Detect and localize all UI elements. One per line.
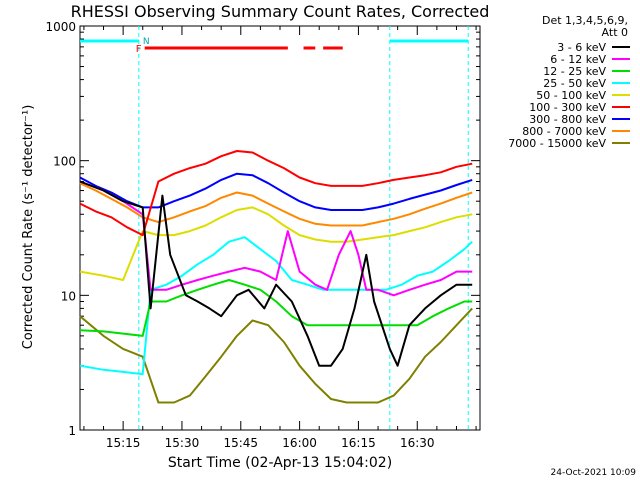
legend-entry-label: 300 - 800 keV bbox=[529, 113, 606, 126]
series-line-0 bbox=[79, 180, 473, 367]
night-label: N bbox=[143, 37, 150, 47]
series-line-1 bbox=[79, 180, 473, 297]
legend-header: Det 1,3,4,5,6,9, bbox=[542, 14, 628, 27]
legend-entry-label: 800 - 7000 keV bbox=[522, 125, 606, 138]
series-line-7 bbox=[79, 182, 473, 227]
x-tick-label: 16:15 bbox=[341, 436, 376, 450]
x-tick-label: 15:45 bbox=[223, 436, 258, 450]
series-line-2 bbox=[79, 279, 473, 337]
state-bars: FN bbox=[80, 26, 469, 430]
series-line-6 bbox=[79, 172, 473, 211]
x-tick-label: 15:15 bbox=[106, 436, 141, 450]
legend-entry-label: 3 - 6 keV bbox=[557, 41, 606, 54]
chart-title: RHESSI Observing Summary Count Rates, Co… bbox=[71, 2, 490, 21]
legend-header: Att 0 bbox=[602, 26, 628, 39]
x-axis-label: Start Time (02-Apr-13 15:04:02) bbox=[168, 455, 392, 471]
legend-entry-label: 100 - 300 keV bbox=[529, 101, 606, 114]
axis-ticks: 1 10 100 1000 15:15 15:30 15:45 16:00 16:15 16:30 bbox=[45, 20, 480, 450]
y-tick-label: 10 bbox=[61, 289, 76, 303]
y-tick-label: 1 bbox=[68, 424, 76, 438]
flare-label: F bbox=[136, 44, 142, 55]
legend-entry-label: 6 - 12 keV bbox=[550, 53, 606, 66]
series-lines bbox=[79, 150, 473, 404]
x-tick-label: 16:30 bbox=[400, 436, 435, 450]
series-line-8 bbox=[79, 307, 473, 404]
x-tick-label: 16:00 bbox=[282, 436, 317, 450]
legend-entry-label: 7000 - 15000 keV bbox=[508, 137, 606, 150]
footer-date: 24-Oct-2021 10:09 bbox=[551, 468, 637, 478]
y-axis-label: Corrected Count Rate (s⁻¹ detector⁻¹) bbox=[21, 105, 36, 350]
legend-entry-label: 25 - 50 keV bbox=[543, 77, 606, 90]
legend-entry-label: 12 - 25 keV bbox=[543, 65, 606, 78]
y-tick-label: 1000 bbox=[45, 20, 76, 34]
series-line-5 bbox=[79, 150, 473, 237]
y-tick-label: 100 bbox=[53, 155, 76, 169]
legend-entry-label: 50 - 100 keV bbox=[536, 89, 606, 102]
x-tick-label: 15:30 bbox=[165, 436, 200, 450]
